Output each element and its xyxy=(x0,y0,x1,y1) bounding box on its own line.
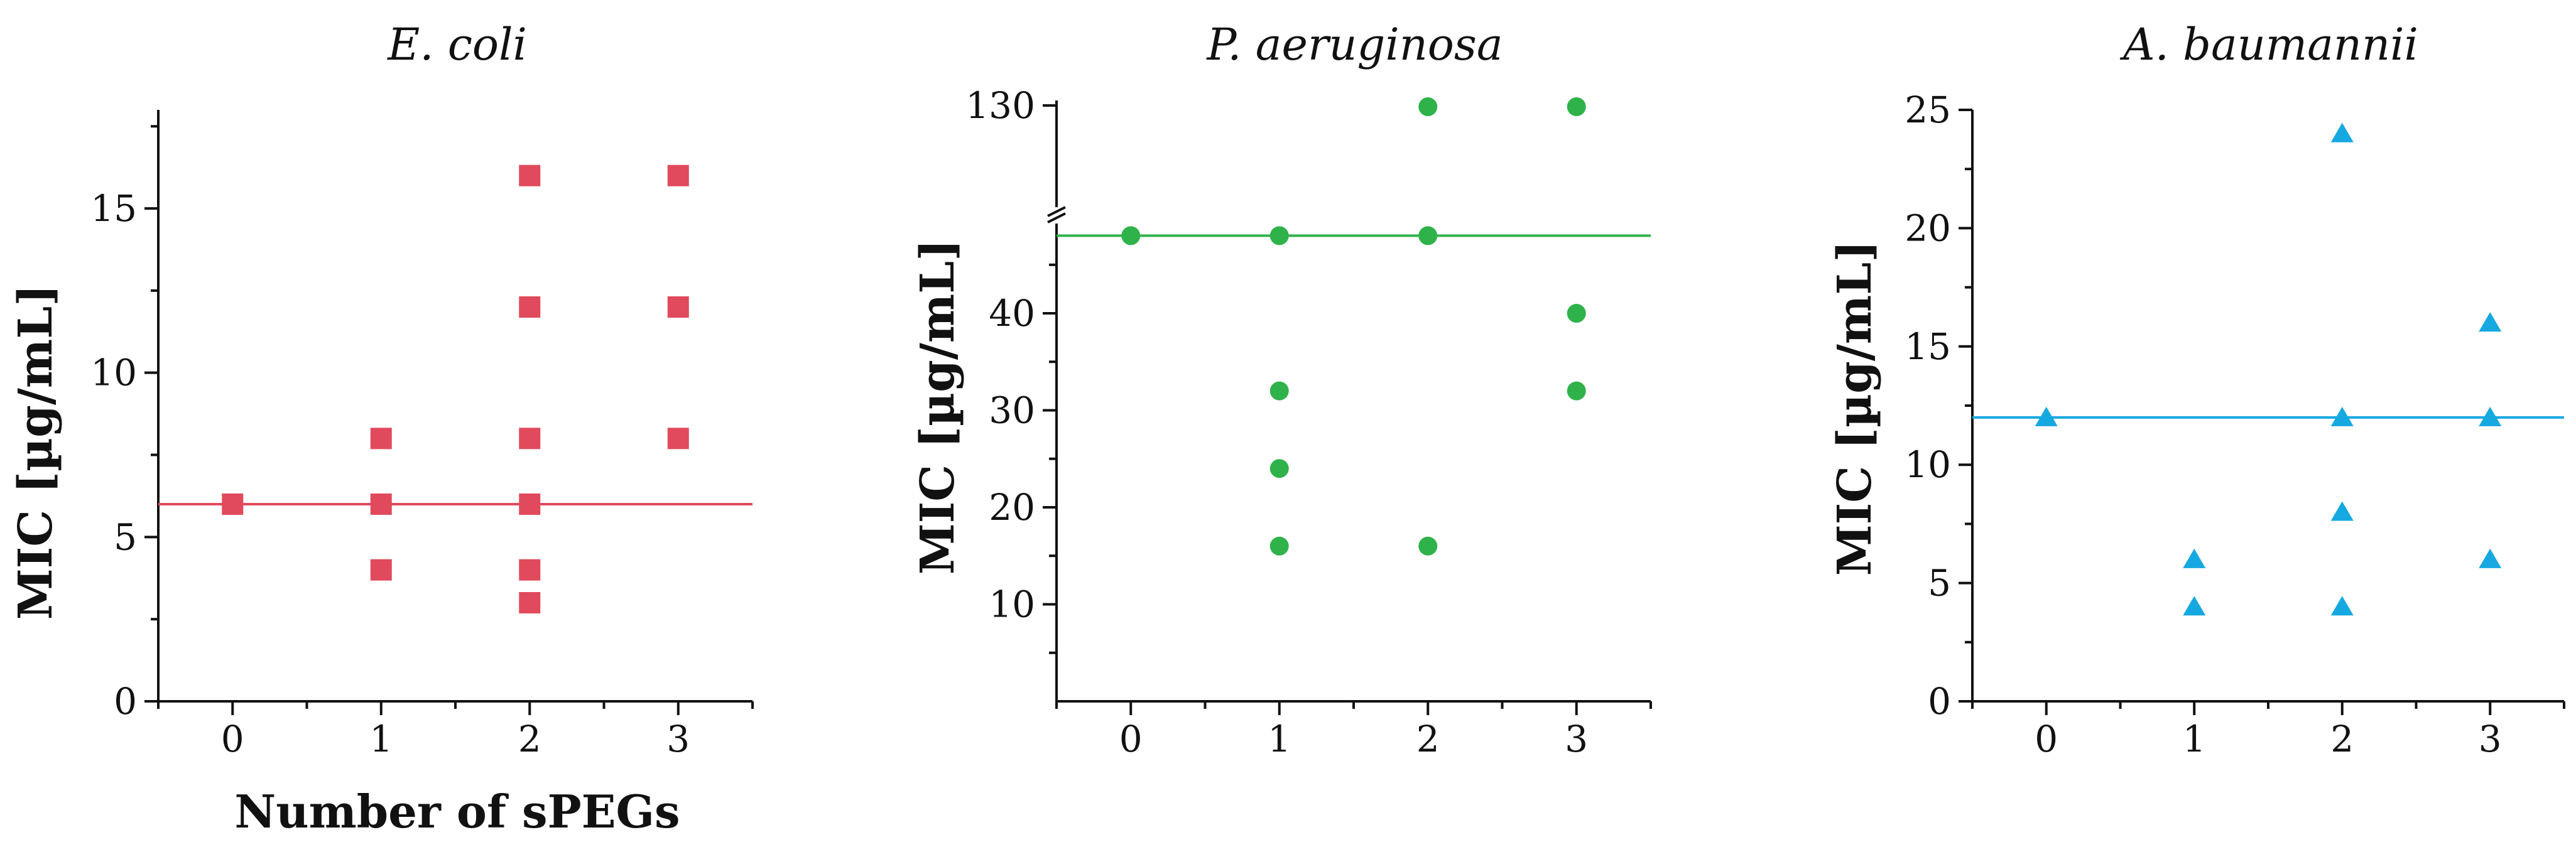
data-point xyxy=(2330,406,2354,426)
data-point xyxy=(667,428,689,450)
chart-title-abaumannii: A. baumannii xyxy=(2119,19,2418,70)
data-point xyxy=(1269,226,1289,245)
data-point xyxy=(1418,226,1438,245)
data-point xyxy=(2330,596,2354,616)
y-axis-label-abaumannii: MIC [µg/mL] xyxy=(1828,240,1882,576)
data-point xyxy=(2479,548,2502,568)
y-tick-label: 0 xyxy=(114,680,137,723)
y-tick-label: 10 xyxy=(90,352,137,394)
x-tick-label: 1 xyxy=(2183,718,2206,760)
data-point xyxy=(1567,304,1586,323)
data-point xyxy=(667,296,689,318)
y-tick-label: 15 xyxy=(90,187,137,230)
data-point xyxy=(519,296,541,318)
data-point xyxy=(1567,97,1586,116)
data-point xyxy=(2183,596,2206,616)
panel-abaumannii: A. baumannii MIC [µg/mL] 0 1 2 3 0 5 10 15 20 25 xyxy=(1828,19,2565,760)
x-tick-label: 0 xyxy=(221,718,244,760)
x-tick-label: 3 xyxy=(666,718,690,760)
data-point xyxy=(1567,381,1586,401)
x-tick-label: 0 xyxy=(2035,718,2058,760)
data-point xyxy=(370,428,392,450)
data-point xyxy=(519,428,541,450)
data-point xyxy=(1269,536,1289,556)
y-axis-label-ecoli: MIC [µg/mL] xyxy=(9,284,63,620)
data-point xyxy=(2479,406,2502,426)
y-axis-label-paeruginosa: MIC [µg/mL] xyxy=(911,239,965,574)
data-point xyxy=(519,592,541,613)
data-point xyxy=(519,559,541,581)
panel-ecoli: E. coli MIC [µg/mL] Number of sPEGs 0 1 2 3… xyxy=(9,19,754,838)
data-point xyxy=(667,164,689,186)
axis-break-mark xyxy=(1047,206,1066,217)
y-tick-label: 5 xyxy=(1928,562,1951,605)
x-tick-label: 3 xyxy=(2479,718,2502,760)
y-tick-label: 15 xyxy=(1905,325,1951,368)
data-point xyxy=(2183,548,2206,568)
data-point xyxy=(2479,312,2502,332)
x-tick-label: 1 xyxy=(1268,718,1291,760)
x-tick-label: 2 xyxy=(2330,718,2354,760)
data-point xyxy=(2330,122,2354,143)
y-tick-label: 40 xyxy=(989,292,1035,335)
chart-title-ecoli: E. coli xyxy=(386,19,527,70)
y-tick-label: 10 xyxy=(1905,443,1951,486)
y-tick-label: 20 xyxy=(1905,207,1951,249)
x-tick-label: 2 xyxy=(1416,718,1440,760)
chart-title-paeruginosa: P. aeruginosa xyxy=(1205,19,1503,70)
x-tick-label: 3 xyxy=(1565,718,1588,760)
data-point xyxy=(519,164,541,186)
data-point xyxy=(1121,226,1141,245)
data-point xyxy=(2330,501,2354,521)
y-tick-label: 25 xyxy=(1905,89,1951,131)
data-point xyxy=(370,493,392,515)
y-tick-label: 30 xyxy=(989,389,1035,432)
data-point xyxy=(1269,459,1289,478)
x-axis-label-shared: Number of sPEGs xyxy=(234,785,680,838)
y-tick-label: 5 xyxy=(114,515,137,558)
axis-break-mark xyxy=(1047,212,1066,224)
y-tick-label: 130 xyxy=(965,84,1035,127)
data-point xyxy=(1418,97,1438,116)
data-point xyxy=(519,493,541,515)
x-tick-label: 2 xyxy=(518,718,541,760)
x-tick-label: 1 xyxy=(369,718,393,760)
data-point xyxy=(222,493,244,515)
data-point xyxy=(2035,406,2058,426)
x-tick-label: 0 xyxy=(1119,718,1143,760)
data-point xyxy=(1418,536,1438,556)
data-point xyxy=(1269,381,1289,401)
y-tick-label: 20 xyxy=(989,486,1035,529)
data-point xyxy=(370,559,392,581)
y-tick-label: 0 xyxy=(1928,680,1951,723)
panel-paeruginosa: P. aeruginosa MIC [µg/mL] 0 1 2 3 10 20 30 40 13… xyxy=(911,19,1652,760)
y-tick-label: 10 xyxy=(989,583,1035,626)
